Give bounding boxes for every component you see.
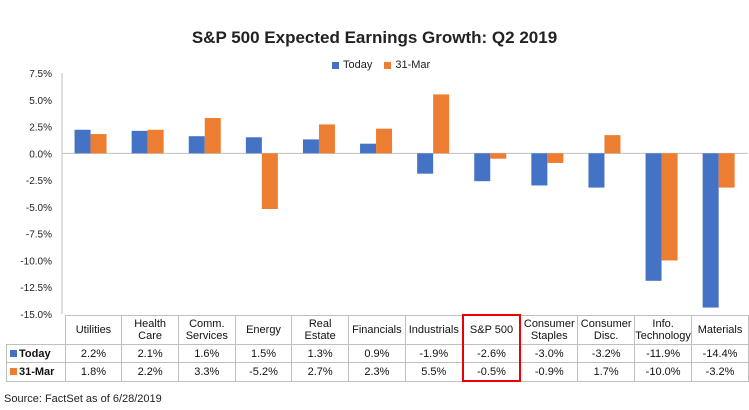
bar-today xyxy=(245,137,262,154)
y-tick-label: 2.5% xyxy=(29,123,52,134)
bar-31-mar xyxy=(318,124,335,154)
y-tick-label: -7.5% xyxy=(26,230,52,241)
row-label: 31-Mar xyxy=(6,362,66,382)
legend-label: 31-Mar xyxy=(395,59,431,71)
series-name: Today xyxy=(19,347,51,360)
legend-item-today: Today xyxy=(332,59,372,71)
category-label: Info. Technology xyxy=(634,314,693,345)
bar-31-mar xyxy=(718,153,735,188)
data-table: Utilities Health Care Comm. Services Energy… xyxy=(6,314,749,382)
value-cell: -2.6% xyxy=(461,344,522,363)
value-cell: -14.4% xyxy=(691,344,749,363)
row-label: Today xyxy=(6,344,66,363)
value-cell: -1.9% xyxy=(404,344,464,363)
y-tick-label: 5.0% xyxy=(29,96,52,107)
table-row: Today 2.2% 2.1% 1.6% 1.5% 1.3% 0.9% -1.9% -2.6% -… xyxy=(6,344,749,363)
y-tick-label: 7.5% xyxy=(29,69,52,80)
legend-swatch xyxy=(10,367,17,375)
value-cell: 2.1% xyxy=(121,344,179,363)
category-label: Consumer Staples xyxy=(519,314,579,345)
bar-today xyxy=(131,130,148,154)
category-label: Comm. Services xyxy=(177,314,236,345)
value-cell: 3.3% xyxy=(177,362,236,382)
table-corner xyxy=(6,315,66,345)
category-label: Energy xyxy=(234,314,293,345)
legend-item-31-mar: 31-Mar xyxy=(384,59,430,71)
bar-31-mar xyxy=(147,129,164,154)
y-tick-label: 0.0% xyxy=(29,149,52,160)
bar-31-mar xyxy=(661,153,678,261)
bar-31-mar xyxy=(376,128,393,154)
value-cell: 2.3% xyxy=(347,362,406,382)
legend: Today 31-Mar xyxy=(332,59,430,71)
legend-swatch-today xyxy=(332,61,339,69)
category-label: Financials xyxy=(347,314,406,345)
bar-today xyxy=(302,139,319,154)
category-label: Industrials xyxy=(404,314,464,345)
source-note: Source: FactSet as of 6/28/2019 xyxy=(4,393,162,405)
value-cell: -3.2% xyxy=(577,344,636,363)
value-cell: -3.2% xyxy=(691,362,749,382)
value-cell: -11.9% xyxy=(634,344,693,363)
value-cell: -0.9% xyxy=(519,362,579,382)
value-cell: 1.3% xyxy=(291,344,349,363)
bar-31-mar xyxy=(204,117,221,154)
bar-today xyxy=(702,153,719,308)
y-tick-label: -10.0% xyxy=(20,256,52,267)
value-cell: 2.7% xyxy=(291,362,349,382)
value-cell: 0.9% xyxy=(347,344,406,363)
value-cell: 1.8% xyxy=(64,362,123,382)
value-cell: -3.0% xyxy=(519,344,579,363)
bar-today xyxy=(74,129,91,154)
bar-today xyxy=(417,153,434,174)
bar-31-mar xyxy=(490,153,507,159)
bar-31-mar xyxy=(90,134,107,154)
value-cell: 1.7% xyxy=(577,362,636,382)
bar-today xyxy=(360,143,377,154)
value-cell: 2.2% xyxy=(121,362,179,382)
bar-today xyxy=(588,153,605,188)
bar-today xyxy=(474,153,491,182)
category-label: Real Estate xyxy=(291,314,349,345)
value-cell: 2.2% xyxy=(64,344,123,363)
value-cell: 1.5% xyxy=(234,344,293,363)
bar-today xyxy=(188,136,205,154)
bar-31-mar xyxy=(433,94,450,154)
bar-31-mar xyxy=(547,153,564,163)
chart-title: S&P 500 Expected Earnings Growth: Q2 201… xyxy=(191,28,558,47)
legend-swatch-31-mar xyxy=(384,61,392,69)
y-tick-label: -2.5% xyxy=(26,176,52,187)
value-cell: -0.5% xyxy=(461,362,522,382)
category-label: S&P 500 xyxy=(461,314,522,345)
table-row: 31-Mar 1.8% 2.2% 3.3% -5.2% 2.7% 2.3% 5.5% -0.5%… xyxy=(6,362,749,382)
series-name: 31-Mar xyxy=(19,365,55,378)
bar-today xyxy=(531,153,548,186)
value-cell: -10.0% xyxy=(634,362,693,382)
value-cell: 5.5% xyxy=(404,362,464,382)
value-cell: 1.6% xyxy=(177,344,236,363)
bar-today xyxy=(645,153,662,281)
category-label: Consumer Disc. xyxy=(577,314,636,345)
value-cell: -5.2% xyxy=(234,362,293,382)
category-label: Health Care xyxy=(121,314,179,345)
category-label: Utilities xyxy=(64,314,123,345)
legend-label: Today xyxy=(343,59,373,71)
bar-31-mar xyxy=(604,135,621,154)
legend-swatch xyxy=(10,349,17,357)
category-label: Materials xyxy=(691,314,749,345)
bar-31-mar xyxy=(261,153,278,210)
y-tick-label: -5.0% xyxy=(26,203,52,214)
y-tick-label: -12.5% xyxy=(20,283,52,294)
